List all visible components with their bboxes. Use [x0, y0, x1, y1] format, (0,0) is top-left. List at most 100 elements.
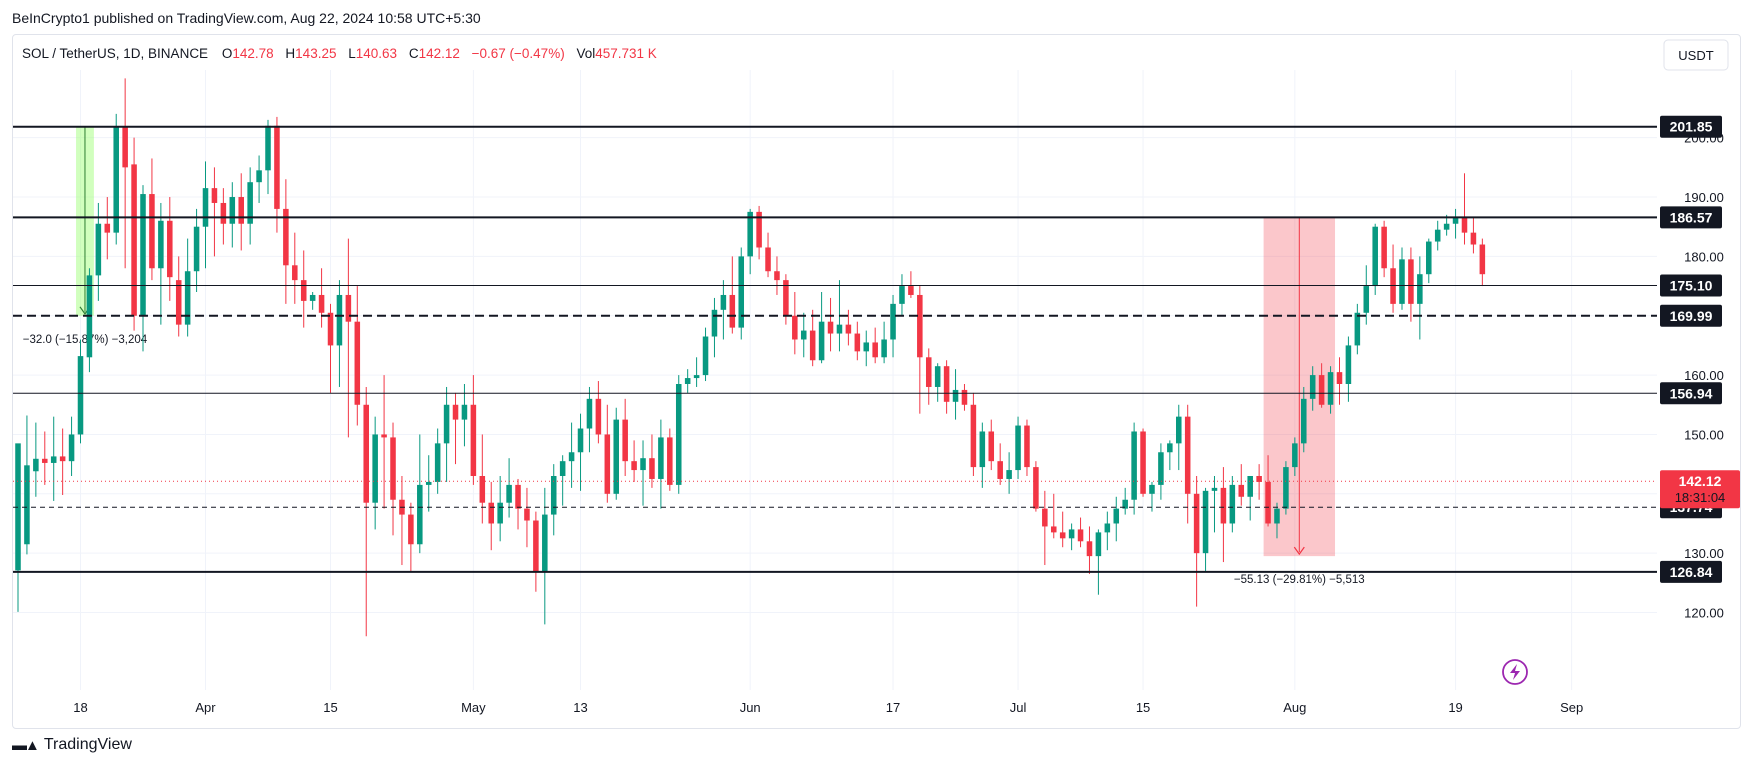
current-price-tag-label: 142.12 — [1679, 473, 1722, 489]
price-tick-label: 190.00 — [1684, 190, 1724, 205]
candle-body — [1363, 286, 1370, 313]
time-tick-label: Jun — [740, 700, 761, 715]
candles — [15, 78, 1486, 637]
measurement-zones: −32.0 (−15.87%) −3,204 −55.13 (−29.81%) −… — [23, 126, 1365, 586]
candle-body — [1024, 425, 1030, 468]
candle-body — [1238, 484, 1245, 497]
chart-frame — [12, 34, 1741, 729]
time-tick-label: May — [461, 700, 486, 715]
candle-body — [1479, 244, 1486, 275]
current-price-tag[interactable] — [1660, 470, 1740, 509]
candle-body — [202, 188, 209, 227]
candle-body — [675, 384, 682, 485]
candle-body — [461, 404, 468, 420]
candle-body — [77, 356, 84, 435]
time-tick-label: Apr — [195, 700, 216, 715]
candle-body — [408, 514, 414, 545]
price-tick-label: 120.00 — [1684, 606, 1724, 621]
candle-body — [1461, 217, 1468, 233]
candle-body — [104, 223, 111, 233]
candle-body — [122, 126, 128, 168]
level-price-tag[interactable] — [1660, 382, 1722, 405]
candle-body — [193, 226, 200, 272]
legend-open-value: 142.78 — [232, 46, 273, 61]
candle-body — [890, 303, 896, 340]
candle-body — [1327, 372, 1334, 405]
candle-body — [783, 280, 789, 316]
level-price-tag[interactable] — [1660, 115, 1722, 138]
candle-body — [809, 330, 816, 361]
publisher-line: BeInCrypto1 published on TradingView.com… — [12, 10, 481, 26]
candle-body — [1408, 259, 1414, 304]
candle-body — [1309, 375, 1316, 399]
footer-brand-label: TradingView — [43, 736, 132, 753]
candle-body — [354, 321, 361, 405]
candle-body — [872, 342, 878, 358]
candle-body — [1122, 499, 1128, 509]
candle-body — [542, 514, 548, 573]
candle-body — [774, 271, 780, 281]
candle-body — [247, 182, 253, 224]
candle-body — [988, 431, 995, 462]
price-axis[interactable]: 120.00130.00150.00160.00180.00190.00200.… — [1660, 115, 1740, 621]
candle-body — [50, 456, 57, 463]
candle-body — [640, 458, 646, 471]
candle-body — [292, 265, 298, 281]
candle-body — [68, 434, 75, 462]
candle-body — [631, 461, 637, 471]
candle-body — [1050, 526, 1057, 533]
candle-body — [747, 211, 753, 257]
candle-body — [908, 286, 914, 295]
candle-body — [1417, 274, 1423, 304]
candle-body — [256, 170, 262, 183]
level-price-tag-label: 175.10 — [1670, 277, 1713, 293]
candle-body — [979, 431, 986, 468]
level-price-tag[interactable] — [1660, 206, 1722, 229]
candle-body — [309, 294, 316, 301]
level-price-tag[interactable] — [1660, 274, 1722, 297]
candle-body — [443, 404, 450, 444]
currency-button[interactable]: USDT — [1663, 39, 1729, 71]
level-price-tag-label: 156.94 — [1670, 385, 1713, 401]
candle-body — [175, 280, 182, 325]
candle-body — [729, 294, 736, 328]
candle-body — [327, 312, 334, 346]
candle-body — [818, 321, 825, 361]
grid — [13, 70, 1657, 690]
candle-body — [720, 294, 727, 310]
lightning-icon[interactable] — [1502, 659, 1528, 685]
candle-body — [1175, 416, 1182, 444]
candle-body — [1086, 541, 1093, 557]
footer-brand[interactable]: ▬▲ TradingView — [12, 736, 132, 754]
candle-body — [952, 389, 959, 402]
candle-body — [550, 476, 557, 515]
level-price-tag-label: 169.99 — [1670, 308, 1713, 324]
level-price-tag[interactable] — [1660, 304, 1722, 327]
level-price-tag[interactable] — [1660, 560, 1722, 583]
candle-body — [1283, 467, 1289, 509]
candle-body — [95, 223, 102, 276]
candle-body — [970, 404, 977, 468]
candle-body — [381, 434, 387, 438]
legend-vol-value: 457.731 K — [595, 46, 657, 61]
horizontal-levels[interactable] — [13, 125, 1657, 573]
candle-body — [488, 502, 495, 524]
candle-body — [622, 419, 628, 462]
candle-body — [1336, 372, 1343, 384]
time-tick-label: 15 — [1136, 700, 1150, 715]
candle-body — [1220, 487, 1227, 524]
candle-body — [1301, 398, 1307, 444]
candle-body — [1095, 532, 1102, 557]
candle-body — [1354, 312, 1361, 346]
candle-body — [238, 197, 244, 224]
measure-label: −32.0 (−15.87%) −3,204 — [23, 334, 148, 346]
candle-body — [131, 164, 137, 316]
candle-body — [167, 220, 173, 278]
price-tick-label: 150.00 — [1684, 427, 1724, 442]
candle-body — [1131, 431, 1137, 500]
candle-body — [943, 366, 950, 402]
candle-body — [1158, 452, 1164, 485]
time-axis[interactable]: 18 Apr 15 May 13 Jun 17 Jul 15 Aug 19 Sep — [73, 700, 1583, 715]
candle-body — [425, 481, 432, 485]
